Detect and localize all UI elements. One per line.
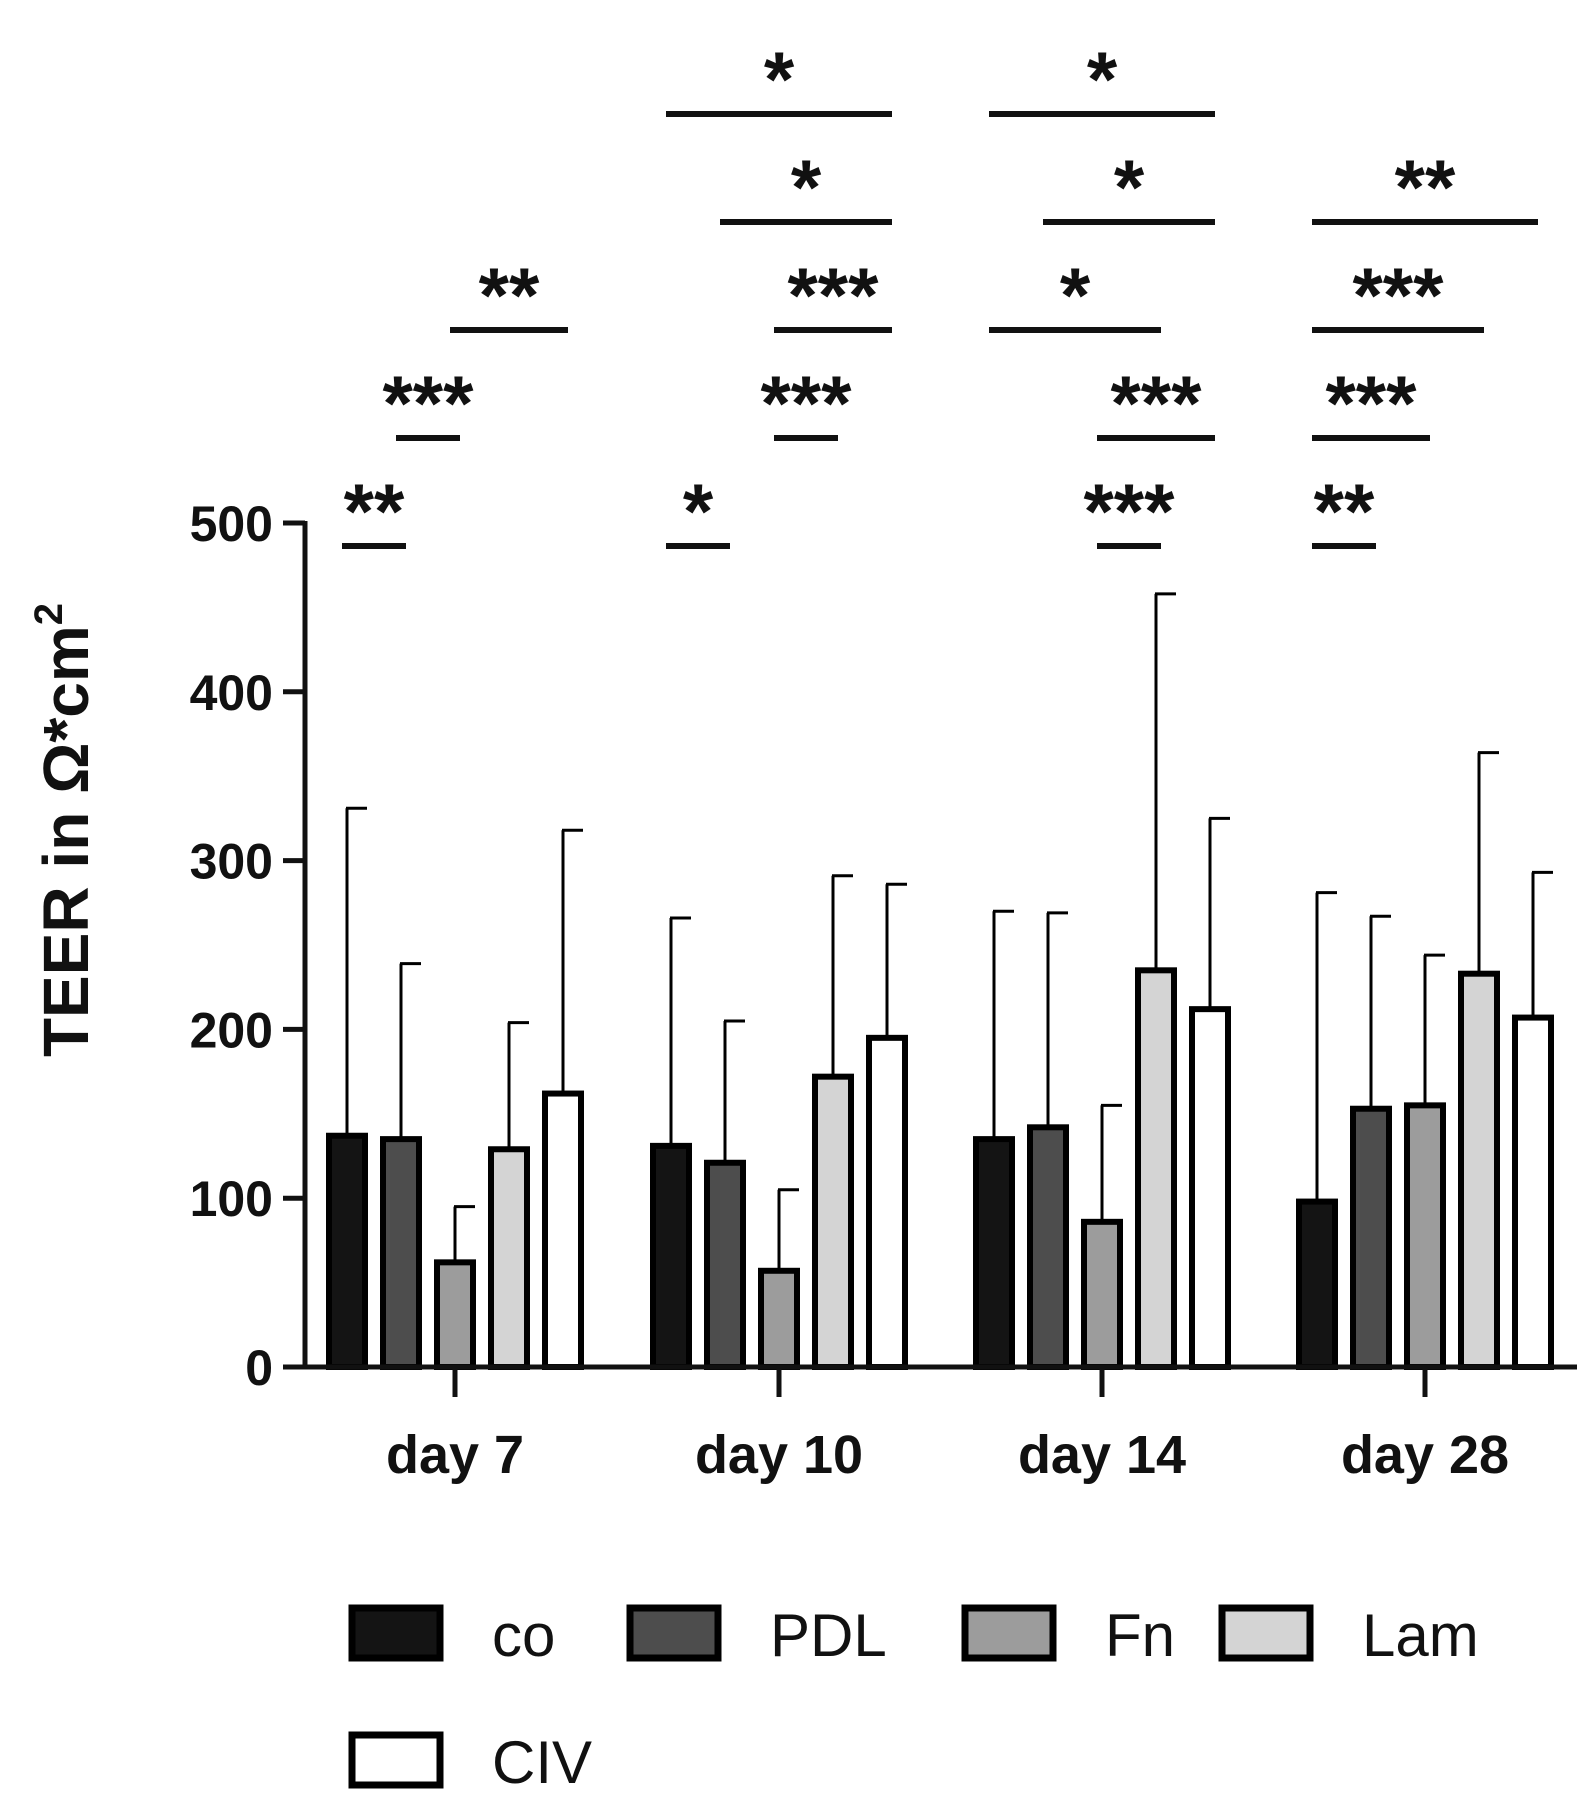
bar-civ-day-7 bbox=[542, 1090, 584, 1370]
significance-label-day-28-0-2: *** bbox=[1325, 359, 1417, 447]
bar-fn-day-7 bbox=[434, 1259, 476, 1370]
x-tick-label-day-28: day 28 bbox=[1341, 1425, 1509, 1485]
legend-layer: co PDL Fn Lam CIV bbox=[348, 1602, 1479, 1796]
y-tick-label-0: 0 bbox=[245, 1340, 273, 1396]
y-tick-label-500: 500 bbox=[190, 496, 273, 552]
bar-co-day-28 bbox=[1296, 1198, 1338, 1371]
significance-label-day-28-0-1: ** bbox=[1314, 467, 1375, 555]
significance-label-day-7-1-2: *** bbox=[382, 359, 474, 447]
bar-pdl-day-7 bbox=[380, 1136, 422, 1370]
legend-swatch-co bbox=[348, 1604, 444, 1662]
legend-label-fn: Fn bbox=[1105, 1602, 1175, 1669]
legend-label-co: co bbox=[492, 1602, 555, 1669]
bars-layer bbox=[326, 967, 1554, 1371]
y-tick-label-100: 100 bbox=[190, 1171, 273, 1227]
significance-label-day-10-2-4: *** bbox=[787, 251, 879, 339]
bar-pdl-day-28 bbox=[1350, 1105, 1392, 1370]
bar-civ-day-28 bbox=[1512, 1014, 1554, 1370]
significance-label-day-10-0-1: * bbox=[683, 467, 714, 555]
significance-label-day-14-2-4: *** bbox=[1110, 359, 1202, 447]
legend-label-civ: CIV bbox=[492, 1729, 592, 1796]
legend-label-pdl: PDL bbox=[770, 1602, 887, 1669]
significance-label-day-7-2-4: ** bbox=[479, 251, 540, 339]
bar-civ-day-10 bbox=[866, 1034, 908, 1370]
y-tick-label-300: 300 bbox=[190, 834, 273, 890]
error-bars-layer bbox=[345, 592, 1553, 1271]
bar-pdl-day-10 bbox=[704, 1159, 746, 1370]
significance-label-day-28-0-4: ** bbox=[1395, 143, 1456, 231]
bar-lam-day-10 bbox=[812, 1073, 854, 1370]
bar-lam-day-7 bbox=[488, 1146, 530, 1371]
bar-lam-day-28 bbox=[1458, 970, 1500, 1370]
y-tick-label-400: 400 bbox=[190, 665, 273, 721]
significance-label-day-14-2-3: *** bbox=[1083, 467, 1175, 555]
bar-co-day-10 bbox=[650, 1142, 692, 1370]
legend-label-lam: Lam bbox=[1362, 1602, 1479, 1669]
x-tick-label-day-7: day 7 bbox=[386, 1425, 524, 1485]
bar-pdl-day-14 bbox=[1027, 1124, 1069, 1370]
bar-co-day-14 bbox=[973, 1136, 1015, 1370]
y-tick-label-200: 200 bbox=[190, 1002, 273, 1058]
x-tick-label-day-14: day 14 bbox=[1018, 1425, 1186, 1485]
bar-fn-day-14 bbox=[1081, 1218, 1123, 1371]
significance-label-day-7-0-1: ** bbox=[344, 467, 405, 555]
legend-swatch-fn bbox=[961, 1604, 1057, 1662]
bar-fn-day-28 bbox=[1404, 1102, 1446, 1370]
significance-label-day-28-0-3: *** bbox=[1352, 251, 1444, 339]
legend-swatch-civ bbox=[348, 1731, 444, 1789]
axes-layer: 0 100 200 300 400 500 day 7 day 10 day 14 day 28 bbox=[190, 496, 1577, 1485]
significance-label-day-10-0-4: * bbox=[764, 35, 795, 123]
y-axis-label: TEER in Ω*cm2 bbox=[27, 603, 102, 1057]
bar-civ-day-14 bbox=[1189, 1006, 1231, 1370]
bar-co-day-7 bbox=[326, 1132, 368, 1371]
significance-layer: *********************************** bbox=[342, 35, 1538, 555]
x-tick-label-day-10: day 10 bbox=[695, 1425, 863, 1485]
legend-swatch-lam bbox=[1218, 1604, 1314, 1662]
significance-label-day-14-1-4: * bbox=[1114, 143, 1145, 231]
significance-label-day-10-1-4: * bbox=[791, 143, 822, 231]
bar-fn-day-10 bbox=[758, 1267, 800, 1371]
significance-label-day-10-2-3: *** bbox=[760, 359, 852, 447]
significance-label-day-14-0-3: * bbox=[1060, 251, 1091, 339]
significance-label-day-14-0-4: * bbox=[1087, 35, 1118, 123]
bar-lam-day-14 bbox=[1135, 967, 1177, 1370]
legend-swatch-pdl bbox=[626, 1604, 722, 1662]
